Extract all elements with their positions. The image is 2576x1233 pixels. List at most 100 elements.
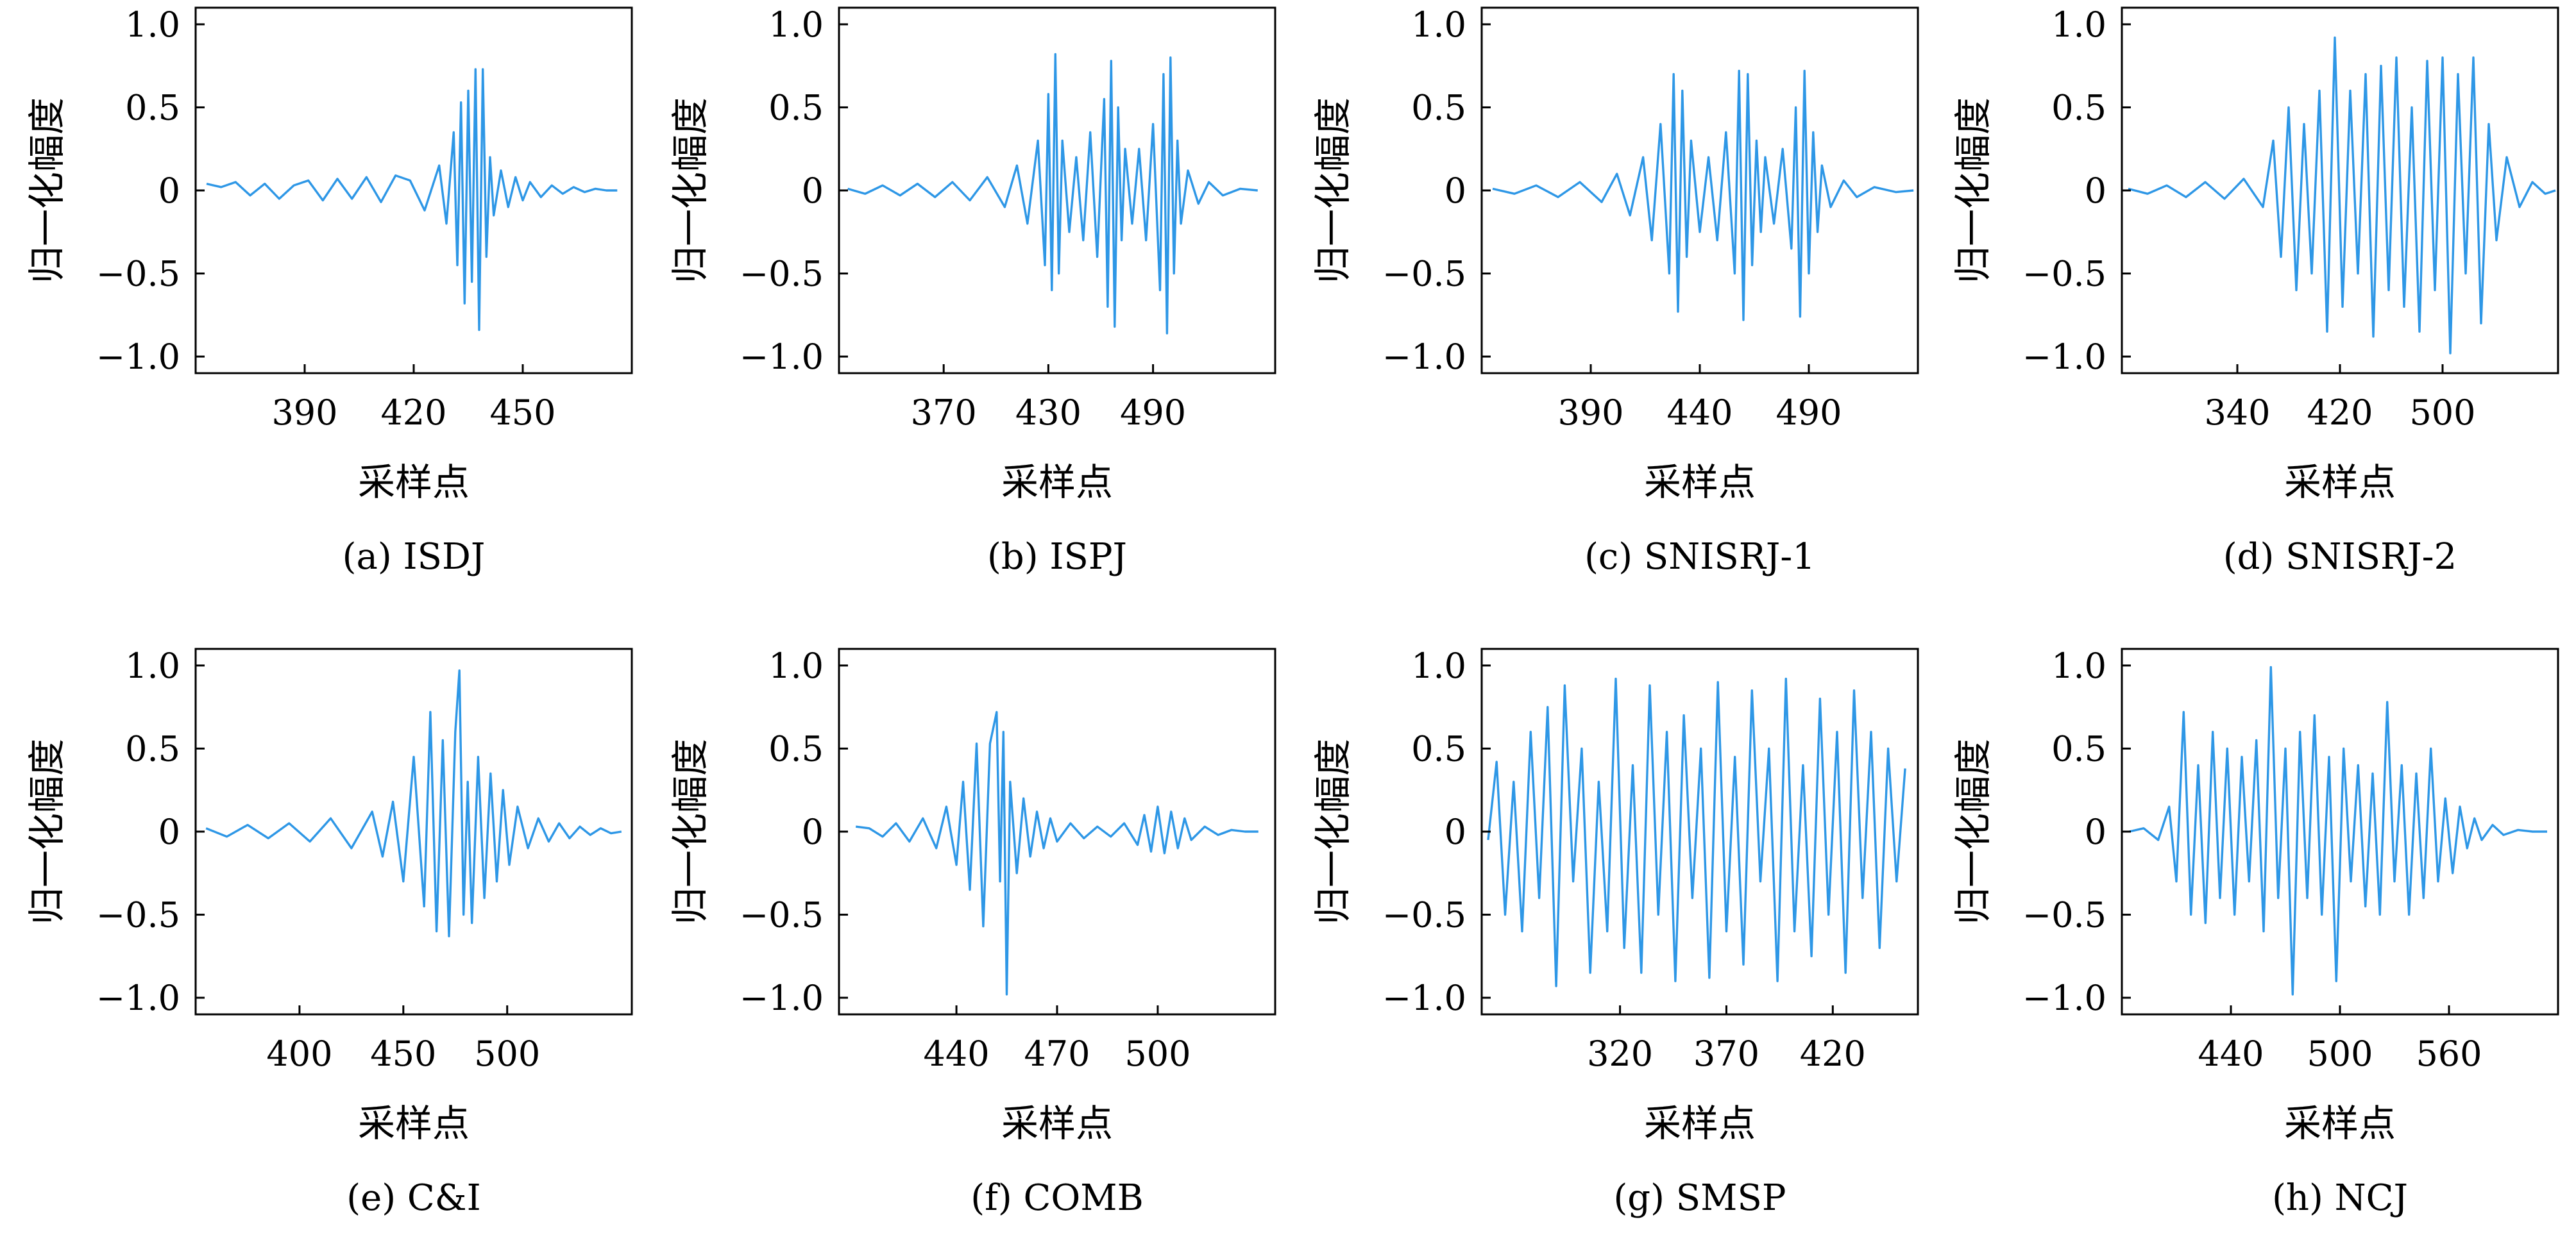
y-tick-label: 1.0 <box>1411 646 1466 686</box>
y-axis-label: 归一化幅度 <box>668 739 712 925</box>
y-tick-label: −1.0 <box>96 978 180 1018</box>
x-tick-label: 370 <box>1693 1034 1759 1074</box>
y-axis-label: 归一化幅度 <box>668 97 712 283</box>
y-tick-label: 1.0 <box>2051 646 2106 686</box>
panel-caption: (c) SNISRJ-1 <box>1584 536 1815 578</box>
x-tick-label: 490 <box>1120 392 1186 433</box>
y-tick-label: −0.5 <box>740 895 824 935</box>
y-tick-label: 0 <box>2085 812 2106 852</box>
x-tick-label: 440 <box>2198 1034 2264 1074</box>
x-tick-label: 340 <box>2204 392 2270 433</box>
y-tick-label: 0 <box>802 812 824 852</box>
panel-caption: (b) ISPJ <box>987 536 1127 578</box>
y-tick-label: 1.0 <box>768 646 824 686</box>
y-tick-label: 0 <box>1445 812 1466 852</box>
y-tick-label: 0 <box>802 171 824 211</box>
y-tick-label: −1.0 <box>1382 978 1466 1018</box>
x-tick-label: 420 <box>380 392 446 433</box>
x-tick-label: 390 <box>1557 392 1623 433</box>
y-tick-label: −1.0 <box>2022 337 2106 377</box>
y-axis-label: 归一化幅度 <box>25 97 69 283</box>
series-line <box>1487 677 1906 987</box>
y-tick-label: −0.5 <box>2022 254 2106 294</box>
y-tick-label: −0.5 <box>1382 895 1466 935</box>
y-tick-label: −1.0 <box>1382 337 1466 377</box>
x-tick-label: 400 <box>266 1034 332 1074</box>
y-axis-label: 归一化幅度 <box>1951 739 1995 925</box>
series-line <box>205 669 622 937</box>
chart-panel: 1.0 0.5 0 −0.5 −1.0 440 500 560 采样点 归一化幅度 (h) NCJ <box>1951 646 2559 1219</box>
x-axis-label: 采样点 <box>1644 460 1756 504</box>
x-tick-label: 500 <box>2307 1034 2373 1074</box>
x-axis-label: 采样点 <box>358 1102 470 1145</box>
y-tick-label: 0.5 <box>768 87 824 128</box>
x-tick-label: 440 <box>1666 392 1733 433</box>
x-tick-label: 320 <box>1587 1034 1653 1074</box>
y-axis-label: 归一化幅度 <box>1951 97 1995 283</box>
y-axis-label: 归一化幅度 <box>1311 97 1355 283</box>
y-axis-label: 归一化幅度 <box>25 739 69 925</box>
chart-panel: 1.0 0.5 0 −0.5 −1.0 320 370 420 采样点 归一化幅度 (g) SMSP <box>1311 646 1919 1219</box>
plot-frame <box>838 648 1276 1016</box>
y-tick-label: 0.5 <box>2051 728 2106 769</box>
y-tick-label: 1.0 <box>1411 4 1466 45</box>
panel-caption: (d) SNISRJ-2 <box>2223 536 2457 578</box>
y-tick-label: 0 <box>2085 171 2106 211</box>
x-tick-label: 560 <box>2416 1034 2482 1074</box>
x-tick-label: 500 <box>1124 1034 1191 1074</box>
x-tick-label: 450 <box>489 392 555 433</box>
y-tick-label: −0.5 <box>96 254 180 294</box>
x-tick-label: 420 <box>2307 392 2373 433</box>
y-tick-label: 0 <box>1445 171 1466 211</box>
x-tick-label: 420 <box>1800 1034 1866 1074</box>
y-tick-label: 1.0 <box>125 646 180 686</box>
x-tick-label: 500 <box>2409 392 2475 433</box>
y-tick-label: 1.0 <box>125 4 180 45</box>
y-tick-label: −1.0 <box>740 978 824 1018</box>
x-tick-label: 440 <box>924 1034 990 1074</box>
chart-panel: 1.0 0.5 0 −0.5 −1.0 440 470 500 采样点 归一化幅度 (f) COMB <box>668 646 1276 1219</box>
x-axis-label: 采样点 <box>1001 460 1113 504</box>
y-tick-label: −0.5 <box>740 254 824 294</box>
x-tick-label: 490 <box>1775 392 1842 433</box>
series-line <box>2128 36 2556 355</box>
x-axis-label: 采样点 <box>1001 1102 1113 1145</box>
y-axis-label: 归一化幅度 <box>1311 739 1355 925</box>
chart-panel: 1.0 0.5 0 −0.5 −1.0 390 440 490 采样点 归一化幅度 (c) SNIS… <box>1311 4 1919 578</box>
y-tick-label: −1.0 <box>740 337 824 377</box>
x-axis-label: 采样点 <box>2284 1102 2396 1145</box>
x-tick-label: 450 <box>370 1034 436 1074</box>
x-tick-label: 390 <box>271 392 337 433</box>
y-tick-label: 0.5 <box>2051 87 2106 128</box>
x-axis-label: 采样点 <box>2284 460 2396 504</box>
x-tick-label: 470 <box>1024 1034 1090 1074</box>
y-tick-label: −1.0 <box>96 337 180 377</box>
series-line <box>847 53 1258 335</box>
panel-caption: (a) ISDJ <box>343 536 486 578</box>
chart-panel: 1.0 0.5 0 −0.5 −1.0 340 420 500 采样点 归一化幅度 (d) SNIS… <box>1951 4 2559 578</box>
panel-caption: (f) COMB <box>970 1177 1143 1219</box>
y-tick-label: −0.5 <box>96 895 180 935</box>
plot-frame <box>194 648 633 1016</box>
panel-caption: (g) SMSP <box>1613 1177 1786 1219</box>
y-tick-label: 0 <box>158 812 180 852</box>
series-line <box>206 68 618 331</box>
y-tick-label: 0.5 <box>1411 87 1466 128</box>
series-line <box>855 710 1258 996</box>
y-tick-label: −0.5 <box>2022 895 2106 935</box>
panel-caption: (h) NCJ <box>2272 1177 2408 1219</box>
x-axis-label: 采样点 <box>1644 1102 1756 1145</box>
x-tick-label: 500 <box>474 1034 540 1074</box>
y-tick-label: 0.5 <box>125 87 180 128</box>
y-tick-label: 0.5 <box>125 728 180 769</box>
x-axis-label: 采样点 <box>358 460 470 504</box>
panel-caption: (e) C&I <box>346 1177 480 1219</box>
series-line <box>2128 666 2547 996</box>
y-tick-label: −0.5 <box>1382 254 1466 294</box>
plot-frame <box>1480 648 1919 1016</box>
x-tick-label: 370 <box>911 392 977 433</box>
y-tick-label: −1.0 <box>2022 978 2106 1018</box>
y-tick-label: 1.0 <box>2051 4 2106 45</box>
